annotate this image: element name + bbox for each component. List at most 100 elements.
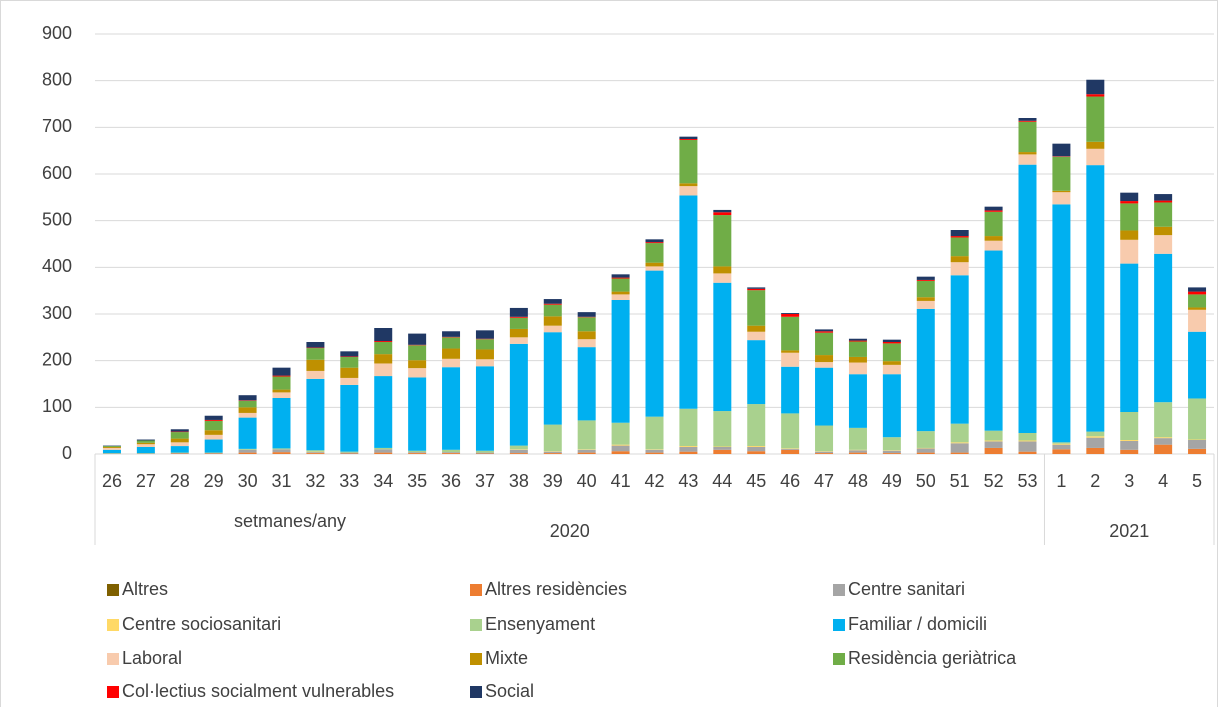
legend-swatch bbox=[833, 619, 845, 631]
bar-segment bbox=[306, 342, 325, 348]
bar-segment bbox=[136, 444, 155, 447]
bar-segment bbox=[1120, 230, 1139, 240]
bar-segment bbox=[781, 366, 800, 414]
bar-segment bbox=[747, 287, 766, 289]
x-tick-label: 32 bbox=[305, 471, 325, 491]
x-tick-label: 37 bbox=[475, 471, 495, 491]
bar-segment bbox=[1052, 143, 1071, 157]
bar-segment bbox=[882, 437, 901, 451]
bar-segment bbox=[408, 453, 427, 454]
bar-segment bbox=[882, 453, 901, 454]
bar-segment bbox=[1154, 402, 1173, 438]
bar-segment bbox=[781, 448, 800, 450]
y-tick-label: 200 bbox=[42, 349, 72, 369]
legend-swatch bbox=[470, 653, 482, 665]
bar-segment bbox=[679, 195, 698, 409]
legend-label: Ensenyament bbox=[485, 614, 595, 634]
bar-segment bbox=[442, 358, 461, 368]
bar-segment bbox=[950, 256, 969, 263]
bar-segment bbox=[848, 340, 867, 342]
bar-segment bbox=[1052, 190, 1071, 193]
x-tick-label: 49 bbox=[882, 471, 902, 491]
bar-segment bbox=[1120, 192, 1139, 202]
bar-segment bbox=[1086, 94, 1105, 97]
bar-segment bbox=[1018, 451, 1037, 454]
x-tick-label: 45 bbox=[746, 471, 766, 491]
bar-segment bbox=[442, 367, 461, 450]
bar-segment bbox=[1086, 148, 1105, 166]
bar-segment bbox=[509, 343, 528, 446]
bar-segment bbox=[374, 447, 393, 450]
bar-segment bbox=[950, 262, 969, 276]
bar-segment bbox=[950, 452, 969, 454]
bar-segment bbox=[340, 356, 359, 368]
bar-segment bbox=[543, 453, 562, 454]
bar-segment bbox=[611, 422, 630, 445]
x-tick-label: 4 bbox=[1158, 471, 1168, 491]
x-tick-label: 31 bbox=[271, 471, 291, 491]
bar-segment bbox=[442, 348, 461, 359]
bar-segment bbox=[916, 297, 935, 301]
bar-segment bbox=[306, 348, 325, 360]
bar-segment bbox=[848, 427, 867, 450]
x-tick-label: 36 bbox=[441, 471, 461, 491]
bar-segment bbox=[306, 359, 325, 371]
bar-segment bbox=[1188, 291, 1207, 295]
bar-segment bbox=[272, 392, 291, 398]
bar-segment bbox=[848, 356, 867, 363]
bar-segment bbox=[102, 447, 121, 448]
bar-segment bbox=[747, 446, 766, 447]
x-axis-label: setmanes/any bbox=[234, 511, 346, 531]
bar-segment bbox=[442, 337, 461, 349]
bar-segment bbox=[679, 183, 698, 187]
bar-segment bbox=[916, 452, 935, 454]
bar-segment bbox=[1154, 200, 1173, 203]
bar-segment bbox=[815, 367, 834, 426]
y-tick-label: 500 bbox=[42, 209, 72, 229]
bar-segment bbox=[136, 440, 155, 443]
bar-segment bbox=[747, 451, 766, 454]
bar-segment bbox=[238, 395, 257, 401]
bar-segment bbox=[374, 342, 393, 355]
bar-segment bbox=[204, 419, 223, 421]
bar-segment bbox=[950, 275, 969, 424]
bar-segment bbox=[408, 333, 427, 345]
bar-segment bbox=[475, 349, 494, 360]
bar-segment bbox=[442, 453, 461, 454]
bar-segment bbox=[1086, 447, 1105, 454]
bar-segment bbox=[102, 446, 121, 447]
x-tick-label: 53 bbox=[1017, 471, 1037, 491]
bar-segment bbox=[1086, 141, 1105, 149]
bar-segment bbox=[1018, 433, 1037, 441]
legend-label: Col·lectius socialment vulnerables bbox=[122, 681, 394, 701]
legend-swatch bbox=[107, 653, 119, 665]
x-tick-label: 38 bbox=[509, 471, 529, 491]
bar-segment bbox=[340, 367, 359, 378]
bar-segment bbox=[984, 240, 1003, 251]
bar-segment bbox=[272, 367, 291, 376]
bar-segment bbox=[1052, 443, 1071, 445]
bar-segment bbox=[577, 452, 596, 454]
bar-segment bbox=[238, 452, 257, 454]
legend-swatch bbox=[470, 584, 482, 596]
bar-segment bbox=[747, 404, 766, 447]
bar-segment bbox=[475, 339, 494, 350]
legend-label: Residència geriàtrica bbox=[848, 648, 1017, 668]
bar-segment bbox=[238, 400, 257, 408]
legend-label: Altres residències bbox=[485, 579, 627, 599]
bar-segment bbox=[204, 434, 223, 440]
bar-segment bbox=[1086, 79, 1105, 95]
bar-segment bbox=[1154, 226, 1173, 236]
bar-segment bbox=[1188, 307, 1207, 310]
bar-segment bbox=[747, 331, 766, 341]
bar-segment bbox=[848, 452, 867, 454]
bar-segment bbox=[848, 338, 867, 341]
bar-segment bbox=[272, 448, 291, 450]
bar-segment bbox=[916, 308, 935, 432]
bar-segment bbox=[170, 429, 189, 432]
bar-segment bbox=[1018, 164, 1037, 433]
bar-segment bbox=[1018, 440, 1037, 442]
bar-segment bbox=[713, 266, 732, 274]
bar-segment bbox=[882, 339, 901, 342]
bar-segment bbox=[950, 230, 969, 237]
